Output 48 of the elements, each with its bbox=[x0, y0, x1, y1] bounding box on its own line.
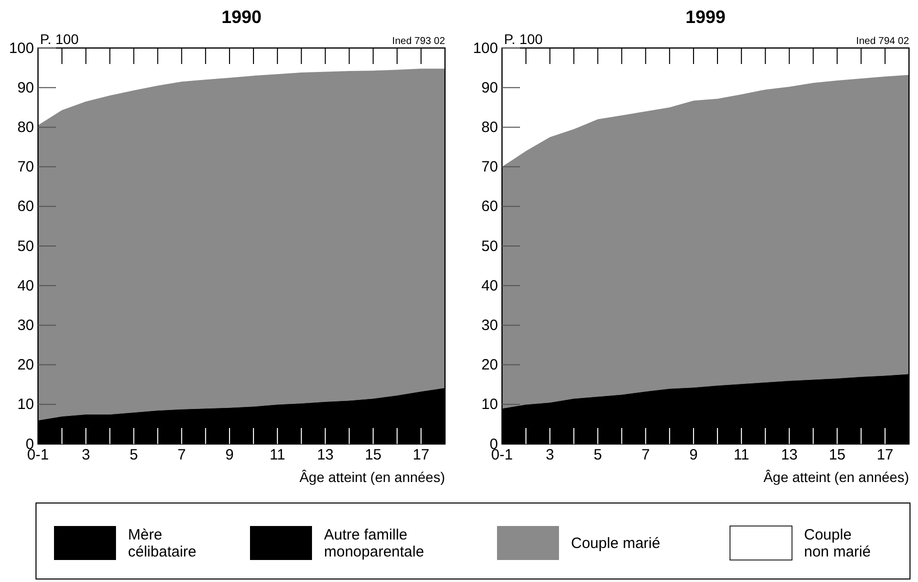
chart-title: 1990 bbox=[221, 7, 262, 27]
y-tick-label: 30 bbox=[481, 317, 498, 334]
y-tick-label: 80 bbox=[481, 119, 498, 136]
y-axis-title: P. 100 bbox=[40, 31, 79, 47]
x-tick-label: 15 bbox=[828, 446, 846, 464]
legend-label: Mère célibataire bbox=[128, 526, 196, 560]
y-tick-label: 50 bbox=[481, 238, 498, 255]
x-tick-label: 7 bbox=[177, 446, 186, 464]
text: Ined 794 02 bbox=[856, 36, 910, 47]
y-tick-label: 100 bbox=[8, 40, 34, 57]
y-axis-title: P. 100 bbox=[504, 31, 543, 47]
y-tick-label: 40 bbox=[17, 277, 34, 294]
x-tick-label: 11 bbox=[734, 446, 750, 464]
y-tick-label: 20 bbox=[17, 356, 34, 374]
text: Ined 793 02 bbox=[392, 36, 446, 47]
x-tick-label: 13 bbox=[780, 446, 798, 464]
y-tick-label: 90 bbox=[481, 79, 498, 96]
y-tick-label: 70 bbox=[17, 158, 34, 176]
x-tick-label: 7 bbox=[641, 446, 650, 464]
x-tick-label: 17 bbox=[412, 446, 430, 464]
y-tick-label: 20 bbox=[481, 356, 498, 374]
x-tick-label: 13 bbox=[316, 446, 334, 464]
y-tick-label: 60 bbox=[17, 198, 34, 216]
y-tick-label: 50 bbox=[17, 238, 34, 255]
legend-label: Autre famille monoparentale bbox=[324, 526, 424, 560]
x-tick-label: 3 bbox=[546, 446, 554, 464]
y-tick-label: 60 bbox=[481, 198, 498, 216]
y-tick-label: 90 bbox=[17, 79, 34, 96]
y-tick-label: 80 bbox=[17, 119, 34, 136]
y-tick-label: 40 bbox=[481, 277, 498, 294]
x-tick-label: 15 bbox=[364, 446, 382, 464]
x-tick-label: 5 bbox=[594, 446, 602, 464]
x-tick-label: 3 bbox=[82, 446, 90, 464]
x-tick-label: 9 bbox=[225, 446, 234, 464]
x-tick-label: 9 bbox=[689, 446, 698, 464]
y-tick-label: 30 bbox=[17, 317, 34, 334]
y-tick-label: 70 bbox=[481, 158, 498, 176]
y-tick-label: 10 bbox=[17, 396, 34, 414]
legend-label: Couple non marié bbox=[804, 526, 871, 560]
y-tick-label: 10 bbox=[481, 396, 498, 414]
x-tick-label: 11 bbox=[270, 446, 286, 464]
x-tick-label: 17 bbox=[876, 446, 894, 464]
chart-title: 1999 bbox=[685, 7, 726, 27]
x-axis-title: Âge atteint (en années) bbox=[299, 469, 445, 485]
legend-label: Couple marié bbox=[571, 535, 660, 552]
y-tick-label: 100 bbox=[472, 40, 498, 57]
x-tick-label: 5 bbox=[130, 446, 138, 464]
x-axis-title: Âge atteint (en années) bbox=[763, 469, 909, 485]
